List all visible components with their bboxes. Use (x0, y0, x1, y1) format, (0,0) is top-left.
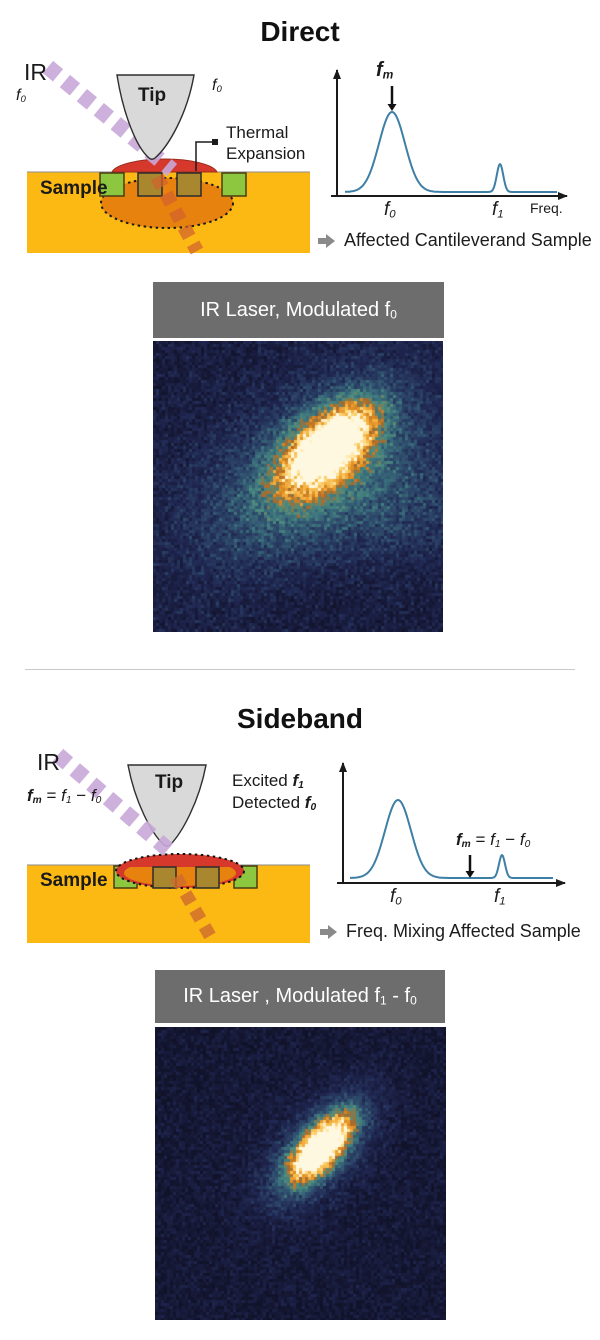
sample-label: Sample (40, 870, 108, 891)
sideband-section-title: Sideband (236, 703, 363, 734)
section-divider (25, 669, 575, 670)
excited-frequency-label: Excited f1 (232, 771, 304, 792)
filler-green-left (99, 172, 125, 197)
tip-label: Tip (155, 772, 184, 793)
sideband-spectrum (337, 762, 566, 887)
filler-brown-left (152, 866, 177, 889)
tip-frequency-label: f0 (212, 77, 222, 96)
filler-green-right (221, 172, 247, 197)
f0-axis-label: f0 (390, 886, 402, 908)
direct-afm-map (153, 341, 443, 632)
afm-tip-shape (116, 74, 195, 160)
thermal-expansion-line1: Thermal (226, 123, 289, 142)
filler-brown-right (195, 866, 220, 889)
direct-spectrum (331, 69, 568, 200)
direct-schematic (27, 60, 310, 255)
direct-map-title-text: IR Laser, Modulated f0 (200, 298, 397, 322)
sideband-caption: Freq. Mixing Affected Sample (320, 921, 581, 942)
ir-beam (52, 748, 178, 860)
transmitted-beam (150, 173, 204, 255)
modulation-equation-label: fm = f1 − f0 (27, 786, 102, 807)
sideband-caption-text: Freq. Mixing Affected Sample (346, 921, 581, 941)
modulation-frequency-label: fm (376, 59, 394, 82)
sideband-schematic (27, 748, 310, 945)
sideband-afm-map (155, 1027, 446, 1320)
f0-axis-label: f0 (384, 199, 396, 221)
f1-axis-label: f1 (492, 199, 504, 221)
direct-caption-text: Affected Cantileverand Sample (344, 230, 592, 250)
direct-caption: Affected Cantileverand Sample (318, 230, 592, 251)
direct-map-title-bar: IR Laser, Modulated f0 (153, 282, 444, 338)
tip-label: Tip (138, 85, 167, 106)
thermal-expansion-label: Thermal Expansion (226, 122, 305, 165)
freq-axis-label: Freq. (530, 200, 563, 216)
thermal-expansion-line2: Expansion (226, 144, 306, 164)
sideband-map-title-text: IR Laser , Modulated f1 - f0 (183, 985, 417, 1008)
thermal-expansion-bump (111, 158, 218, 173)
filler-brown-right (176, 172, 202, 197)
sample-label: Sample (40, 178, 108, 199)
arrow-right-icon (318, 233, 335, 248)
connector-dot (212, 139, 218, 145)
sideband-map-title-bar: IR Laser , Modulated f1 - f0 (155, 970, 445, 1023)
transmitted-beam (170, 873, 219, 945)
ir-label: IR (37, 749, 60, 775)
f1-axis-label: f1 (494, 886, 506, 908)
sideband-modulation-equation: fm = f1 − f0 (456, 830, 531, 851)
detected-frequency-label: Detected f0 (232, 793, 317, 814)
thermal-connector-line (195, 141, 212, 171)
arrow-right-icon (320, 924, 337, 939)
ir-label: IR (24, 59, 47, 85)
direct-section-title: Direct (260, 16, 340, 47)
incident-frequency-label: f0 (16, 87, 26, 106)
